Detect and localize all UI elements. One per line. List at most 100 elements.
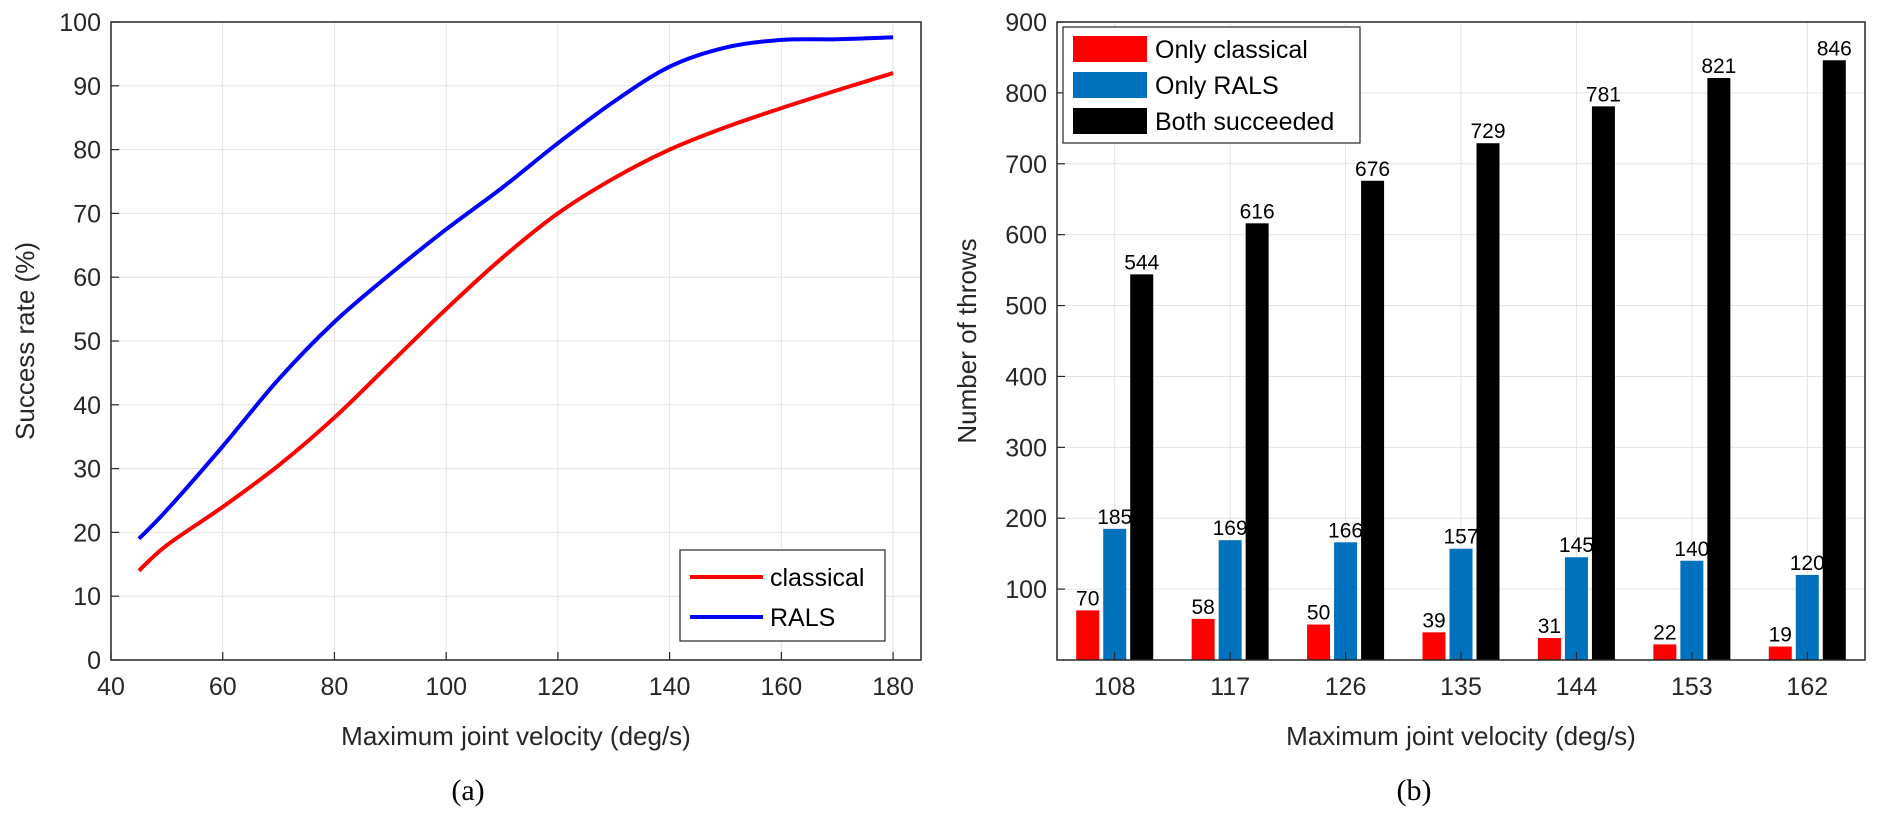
- x-tick-label: 180: [872, 673, 914, 701]
- x-tick-label: 160: [760, 673, 802, 701]
- bar-only-rals: [1449, 548, 1473, 660]
- bar-value-label: 39: [1422, 609, 1445, 632]
- y-tick-label: 20: [73, 519, 101, 547]
- legend-label-classical: classical: [770, 564, 864, 592]
- bar-value-label: 544: [1124, 251, 1159, 274]
- bar-both-succeeded: [1245, 223, 1269, 660]
- legend-label-only-rals: Only RALS: [1155, 72, 1279, 100]
- bar-only-rals: [1795, 574, 1819, 660]
- bar-value-label: 31: [1538, 615, 1561, 638]
- caption-a: (a): [451, 774, 484, 807]
- series-line-rals: [137, 35, 894, 541]
- ticks-b: 100 200 300 400 500 600 700 800 900 108 117 126 135 1…: [1005, 9, 1828, 701]
- legend-swatch-only-rals: [1073, 72, 1147, 98]
- y-tick-label: 900: [1005, 9, 1047, 37]
- legend-b: Only classical Only RALS Both succeeded: [1062, 26, 1361, 144]
- y-tick-label: 70: [73, 200, 101, 228]
- y-tick-label: 60: [73, 264, 101, 292]
- y-axis-label-b: Number of throws: [952, 238, 982, 443]
- y-tick-label: 700: [1005, 151, 1047, 179]
- y-tick-label: 300: [1005, 434, 1047, 462]
- x-axis-label-b: Maximum joint velocity (deg/s): [1286, 721, 1636, 751]
- bar-value-label: 70: [1076, 587, 1099, 610]
- x-tick-label: 135: [1440, 673, 1482, 701]
- x-tick-label: 153: [1671, 673, 1713, 701]
- bar-both-succeeded: [1707, 78, 1731, 661]
- x-tick-label: 162: [1786, 673, 1828, 701]
- bar-only-classical: [1537, 638, 1561, 660]
- bar-value-label: 50: [1307, 602, 1330, 625]
- bar-value-label: 19: [1769, 624, 1792, 647]
- bar-value-label: 821: [1701, 55, 1736, 78]
- bar-only-rals: [1103, 528, 1127, 660]
- y-tick-label: 400: [1005, 363, 1047, 391]
- legend-swatch-only-classical: [1073, 36, 1147, 62]
- x-tick-label: 140: [649, 673, 691, 701]
- x-tick-label: 100: [425, 673, 467, 701]
- bar-both-succeeded: [1591, 106, 1615, 660]
- y-tick-label: 40: [73, 392, 101, 420]
- bar-value-label: 166: [1328, 519, 1363, 542]
- bar-value-label: 120: [1790, 552, 1825, 575]
- bar-value-label: 140: [1674, 538, 1709, 561]
- legend-swatch-both-succeeded: [1073, 108, 1147, 134]
- bar-both-succeeded: [1822, 60, 1846, 660]
- legend-label-rals: RALS: [770, 604, 835, 632]
- x-tick-label: 60: [209, 673, 237, 701]
- line-chart-panel: 40 60 80 100 120 140 160 180 0 10 20 30 40 50 60 70 80 90…: [10, 9, 922, 807]
- bar-value-label: 616: [1240, 200, 1275, 223]
- x-tick-label: 40: [97, 673, 125, 701]
- bar-value-label: 729: [1470, 120, 1505, 143]
- x-tick-label: 108: [1094, 673, 1136, 701]
- y-tick-label: 0: [87, 647, 101, 675]
- series-lines-a: [137, 35, 894, 573]
- caption-b: (b): [1397, 774, 1432, 807]
- y-tick-label: 100: [1005, 576, 1047, 604]
- ticks-a: 40 60 80 100 120 140 160 180 0 10 20 30 40 50 60 70 80 90…: [59, 9, 914, 701]
- bar-only-rals: [1564, 557, 1588, 660]
- bar-value-label: 846: [1817, 37, 1852, 60]
- y-tick-label: 600: [1005, 222, 1047, 250]
- x-tick-label: 117: [1210, 673, 1250, 701]
- bar-value-label: 169: [1213, 517, 1248, 540]
- bar-only-classical: [1076, 610, 1100, 660]
- bar-value-label: 145: [1559, 534, 1594, 557]
- bar-only-classical: [1191, 618, 1215, 660]
- x-tick-label: 126: [1325, 673, 1367, 701]
- bar-only-classical: [1653, 644, 1677, 660]
- bar-both-succeeded: [1361, 180, 1385, 660]
- bar-value-label: 781: [1586, 83, 1621, 106]
- y-tick-label: 500: [1005, 293, 1047, 321]
- bar-only-rals: [1334, 542, 1358, 660]
- bar-only-rals: [1218, 540, 1242, 660]
- legend-a: classical RALS: [679, 549, 886, 642]
- series-line-classical: [137, 71, 894, 573]
- y-tick-label: 200: [1005, 505, 1047, 533]
- bar-value-label: 22: [1653, 621, 1676, 644]
- y-tick-label: 50: [73, 328, 101, 356]
- bar-chart-panel: 70 185 544 58 169 616 50 166 676 39 157 729 31 145 781…: [952, 9, 1866, 807]
- y-axis-label-a: Success rate (%): [10, 242, 40, 440]
- x-tick-label: 144: [1556, 673, 1598, 701]
- bar-value-label: 58: [1191, 596, 1214, 619]
- y-tick-label: 10: [73, 583, 101, 611]
- bars-b: 70 185 544 58 169 616 50 166 676 39 157 729 31 145 781…: [1076, 37, 1852, 661]
- bar-value-label: 157: [1443, 526, 1478, 549]
- bar-both-succeeded: [1130, 274, 1154, 660]
- legend-box-a: [679, 549, 886, 642]
- bar-only-classical: [1768, 646, 1792, 660]
- y-tick-label: 800: [1005, 80, 1047, 108]
- bar-value-label: 676: [1355, 158, 1390, 181]
- x-tick-label: 80: [321, 673, 349, 701]
- bar-only-classical: [1422, 632, 1446, 660]
- x-tick-label: 120: [537, 673, 579, 701]
- legend-label-only-classical: Only classical: [1155, 36, 1308, 64]
- x-axis-label-a: Maximum joint velocity (deg/s): [341, 721, 691, 751]
- bar-only-classical: [1307, 624, 1331, 660]
- bar-both-succeeded: [1476, 143, 1500, 661]
- y-tick-label: 80: [73, 137, 101, 165]
- bar-value-label: 185: [1097, 506, 1132, 529]
- legend-label-both-succeeded: Both succeeded: [1155, 108, 1334, 136]
- y-tick-label: 100: [59, 9, 101, 37]
